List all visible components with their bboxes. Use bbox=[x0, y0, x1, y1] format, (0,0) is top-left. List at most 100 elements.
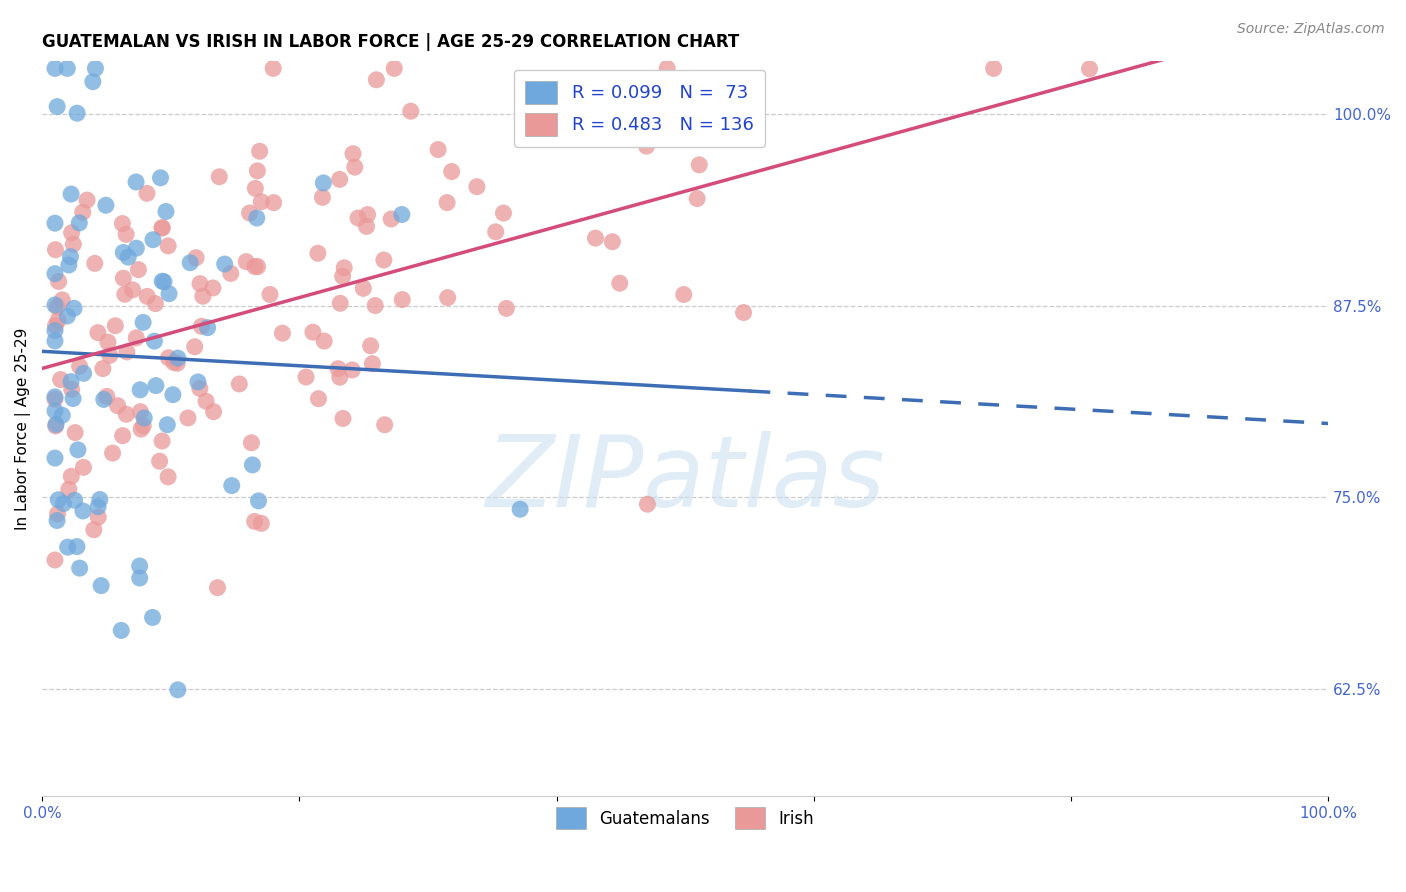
Text: ZIPatlas: ZIPatlas bbox=[485, 432, 884, 528]
Point bbox=[115, 227, 138, 242]
Point bbox=[97, 334, 120, 349]
Point bbox=[361, 357, 384, 371]
Point bbox=[352, 281, 374, 295]
Point bbox=[89, 492, 111, 507]
Point bbox=[249, 145, 271, 159]
Point bbox=[329, 296, 352, 310]
Point bbox=[59, 250, 82, 264]
Point bbox=[235, 254, 257, 268]
Point bbox=[250, 194, 273, 209]
Point bbox=[46, 514, 69, 528]
Point bbox=[636, 139, 658, 153]
Point bbox=[44, 318, 66, 333]
Point bbox=[163, 355, 186, 369]
Point bbox=[98, 348, 121, 362]
Point bbox=[190, 319, 212, 334]
Point bbox=[56, 62, 79, 76]
Point bbox=[733, 305, 755, 319]
Point bbox=[602, 235, 624, 249]
Point bbox=[44, 298, 66, 312]
Point bbox=[166, 351, 188, 365]
Point bbox=[58, 258, 80, 272]
Point bbox=[307, 246, 329, 260]
Point bbox=[208, 169, 231, 184]
Point bbox=[263, 195, 285, 210]
Point bbox=[221, 478, 243, 492]
Point bbox=[121, 283, 143, 297]
Point bbox=[1078, 62, 1101, 76]
Point bbox=[347, 211, 370, 225]
Point bbox=[391, 293, 413, 307]
Point bbox=[129, 422, 152, 436]
Legend: Guatemalans, Irish: Guatemalans, Irish bbox=[550, 801, 821, 836]
Point bbox=[399, 104, 422, 119]
Point bbox=[132, 315, 155, 329]
Point bbox=[125, 331, 148, 345]
Point bbox=[191, 289, 214, 303]
Point bbox=[111, 428, 134, 442]
Point bbox=[60, 226, 83, 240]
Point bbox=[184, 251, 207, 265]
Point bbox=[492, 206, 515, 220]
Point bbox=[44, 324, 66, 338]
Point bbox=[45, 417, 67, 432]
Point bbox=[115, 345, 138, 359]
Point bbox=[150, 220, 173, 235]
Point bbox=[240, 435, 263, 450]
Point bbox=[104, 318, 127, 333]
Point bbox=[308, 392, 330, 406]
Point bbox=[295, 370, 318, 384]
Point bbox=[145, 378, 167, 392]
Point bbox=[219, 267, 242, 281]
Point bbox=[688, 158, 710, 172]
Point bbox=[96, 389, 118, 403]
Point bbox=[243, 515, 266, 529]
Point bbox=[83, 256, 105, 270]
Point bbox=[136, 289, 159, 303]
Point bbox=[312, 176, 335, 190]
Point bbox=[66, 442, 89, 457]
Point bbox=[44, 243, 66, 257]
Point bbox=[44, 267, 66, 281]
Point bbox=[134, 411, 156, 425]
Point bbox=[93, 392, 115, 407]
Point bbox=[112, 245, 135, 260]
Text: GUATEMALAN VS IRISH IN LABOR FORCE | AGE 25-29 CORRELATION CHART: GUATEMALAN VS IRISH IN LABOR FORCE | AGE… bbox=[42, 33, 740, 51]
Point bbox=[485, 225, 508, 239]
Point bbox=[66, 540, 89, 554]
Point bbox=[246, 260, 269, 274]
Point bbox=[509, 502, 531, 516]
Point bbox=[329, 172, 352, 186]
Point bbox=[314, 334, 336, 348]
Point bbox=[156, 417, 179, 432]
Point bbox=[94, 198, 117, 212]
Point bbox=[60, 469, 83, 483]
Point bbox=[157, 239, 180, 253]
Point bbox=[342, 146, 364, 161]
Point bbox=[259, 287, 281, 301]
Text: Source: ZipAtlas.com: Source: ZipAtlas.com bbox=[1237, 22, 1385, 37]
Point bbox=[48, 275, 70, 289]
Point bbox=[201, 281, 224, 295]
Point bbox=[374, 417, 396, 432]
Point bbox=[107, 399, 129, 413]
Point bbox=[117, 250, 139, 264]
Point bbox=[157, 470, 180, 484]
Point bbox=[76, 193, 98, 207]
Point bbox=[114, 287, 136, 301]
Point bbox=[44, 553, 66, 567]
Point bbox=[125, 241, 148, 255]
Point bbox=[142, 233, 165, 247]
Point bbox=[56, 540, 79, 554]
Point bbox=[271, 326, 294, 341]
Point bbox=[83, 523, 105, 537]
Point bbox=[360, 339, 382, 353]
Point bbox=[51, 293, 73, 307]
Point bbox=[72, 504, 94, 518]
Point bbox=[46, 313, 69, 327]
Point bbox=[82, 75, 104, 89]
Point bbox=[46, 492, 69, 507]
Point bbox=[214, 257, 236, 271]
Point bbox=[69, 561, 91, 575]
Point bbox=[332, 269, 354, 284]
